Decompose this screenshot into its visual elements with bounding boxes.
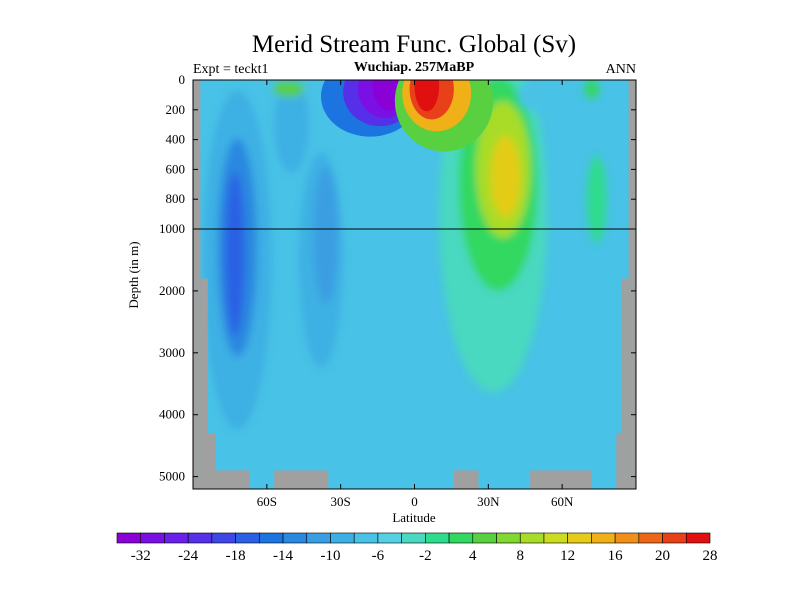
colorbar-label: -14 [273,548,293,564]
y-tick-label: 0 [179,72,186,87]
colorbar-label: 16 [608,548,624,564]
field-contour [313,166,339,304]
colorbar-swatch [638,532,663,544]
colorbar-swatch [614,532,640,544]
field-contour [224,171,245,336]
colorbar-swatch [543,532,568,544]
y-axis-label: Depth (in m) [126,241,141,308]
y-tick-label: 800 [166,191,186,206]
colorbar-swatch [472,532,497,544]
colorbar-swatch [187,532,213,544]
field-contour [586,155,607,243]
field-contour [274,80,304,98]
colorbar-swatch [353,532,379,544]
colorbar-swatch [282,532,308,544]
colorbar-label: 12 [560,548,575,564]
colorbar-swatch [662,532,687,544]
colorbar-swatch [401,532,426,544]
colorbar-swatch [425,532,450,544]
colorbar-label: -18 [226,548,246,564]
colorbar-swatch [164,532,189,544]
colorbar-label: 4 [469,548,477,564]
x-tick-label: 0 [411,494,418,509]
colorbar-swatch [685,532,711,544]
field-contour [274,80,309,174]
y-tick-label: 200 [166,102,186,117]
plot-area [193,80,636,489]
x-tick-label: 30S [331,494,351,509]
bathymetry [530,470,592,489]
colorbar-swatch [591,532,616,544]
colorbar-swatch [235,532,260,544]
colorbar-label: -10 [320,548,340,564]
bathymetry [628,80,636,489]
colorbar [116,532,711,544]
bathymetry [207,433,216,489]
bathymetry [621,278,629,489]
field-contour [584,80,600,99]
bathymetry [616,433,622,489]
colorbar-swatch [519,532,545,544]
y-tick-label: 2000 [159,283,185,298]
colorbar-swatch [377,532,402,544]
bathymetry [274,470,329,489]
colorbar-label: 20 [655,548,670,564]
subtitle-left: Expt = teckt1 [193,62,269,77]
colorbar-swatch [140,532,165,544]
x-tick-label: 60N [551,494,574,509]
colorbar-swatch [259,532,284,544]
colorbar-label: -6 [372,548,385,564]
bathymetry [215,470,250,489]
bathymetry [453,470,479,489]
colorbar-swatch [496,532,521,544]
y-tick-label: 1000 [159,221,185,236]
field-contour [517,80,558,113]
colorbar-label: -32 [131,548,151,564]
y-tick-label: 400 [166,132,186,147]
y-tick-label: 600 [166,161,186,176]
colorbar-label: -2 [419,548,432,564]
colorbar-swatch [448,532,474,544]
y-tick-label: 5000 [159,469,185,484]
subtitle-right: ANN [606,62,636,77]
colorbar-swatch [211,532,236,544]
field-contour [414,80,440,112]
colorbar-swatch [306,532,331,544]
subtitle-center: Wuchiap. 257MaBP [354,60,475,75]
colorbar-label: -24 [178,548,198,564]
colorbar-label: 8 [516,548,524,564]
y-tick-label: 4000 [159,407,185,422]
x-axis-label: Latitude [392,510,436,525]
colorbar-swatch [567,532,592,544]
bathymetry [193,80,201,489]
field-contour [490,135,521,218]
x-tick-label: 60S [257,494,277,509]
colorbar-swatch [330,532,355,544]
colorbar-label: 28 [703,548,718,564]
y-tick-label: 3000 [159,345,185,360]
chart-title: Merid Stream Func. Global (Sv) [252,31,576,58]
colorbar-swatch [116,532,142,544]
bathymetry [200,278,208,489]
x-tick-label: 30N [477,494,500,509]
